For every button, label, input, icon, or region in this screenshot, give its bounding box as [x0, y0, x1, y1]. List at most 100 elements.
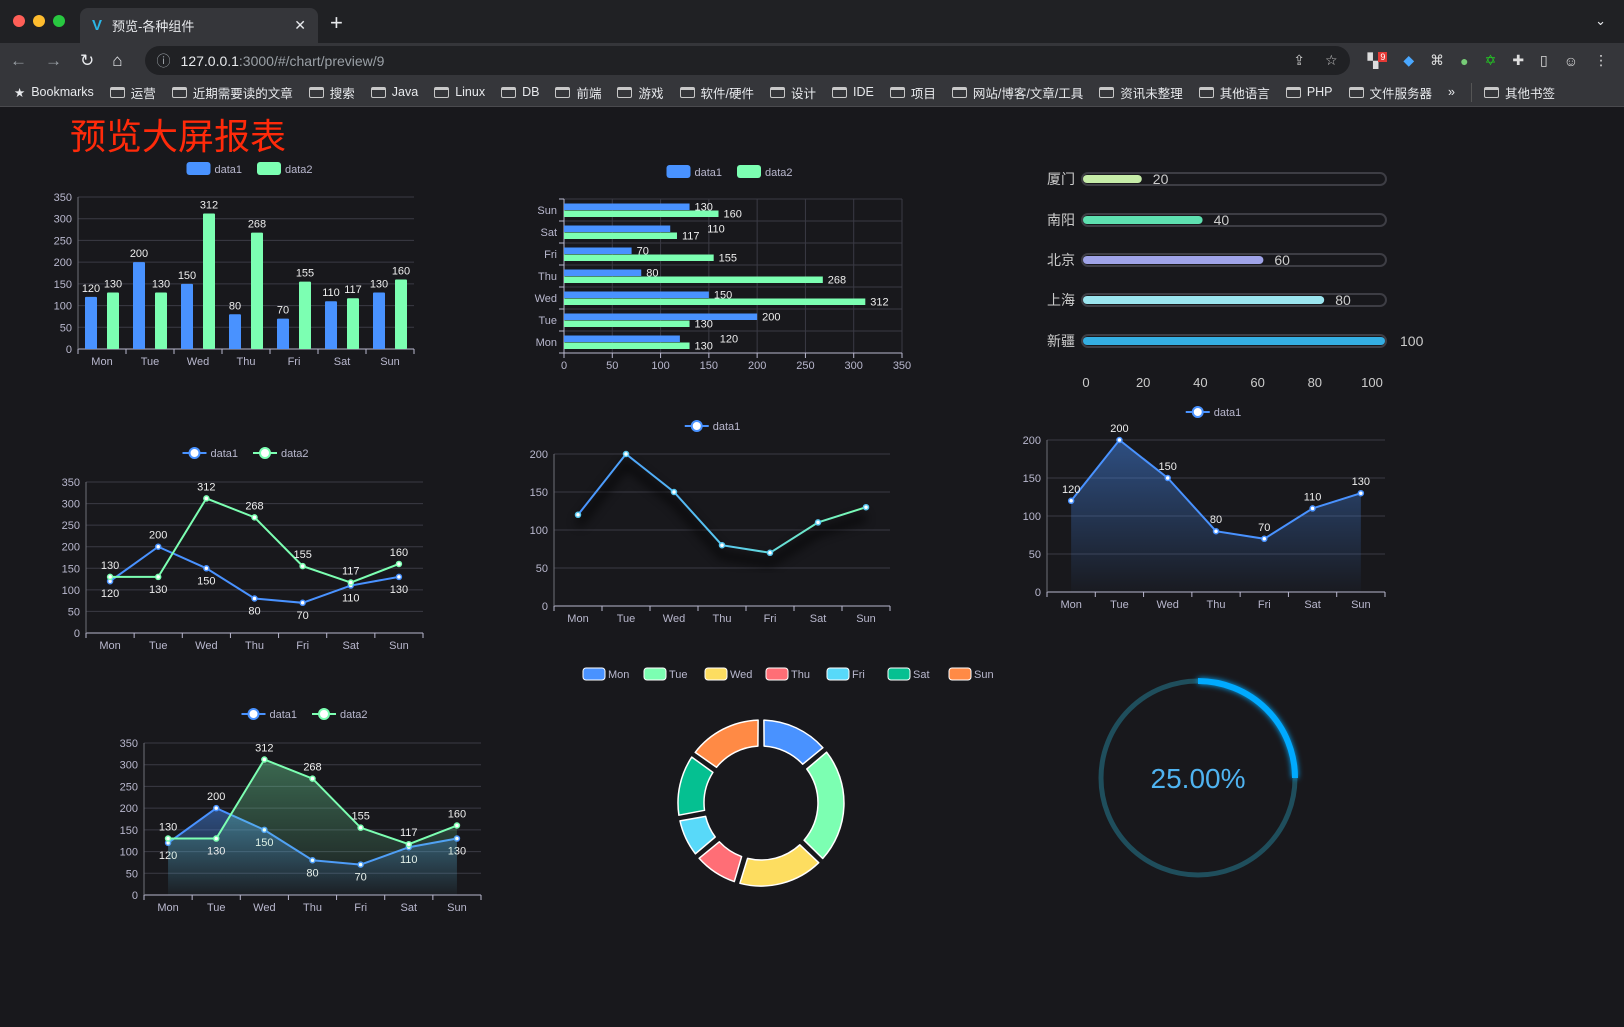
- y-tick-label: Wed: [535, 293, 557, 305]
- bookmarks-bar: ★ Bookmarks 运营 近期需要读的文章 搜索 Java Linux DB …: [0, 78, 1624, 107]
- data-point: [347, 579, 355, 586]
- bar-data2: [251, 232, 263, 349]
- bookmark-folder[interactable]: 游戏: [617, 83, 664, 102]
- star-extension-icon[interactable]: ✡: [1484, 52, 1497, 68]
- y-tick-label: 100: [62, 585, 80, 597]
- new-tab-button[interactable]: +: [330, 10, 343, 35]
- x-tick-label: Mon: [91, 356, 112, 368]
- bookmark-folder[interactable]: PHP: [1285, 85, 1333, 99]
- data-point: [1116, 436, 1123, 444]
- folder-icon: [1099, 86, 1115, 98]
- donut-slice-Fri: [679, 815, 716, 855]
- home-icon[interactable]: ⌂: [112, 50, 123, 70]
- data-point: [299, 562, 306, 570]
- x-tick-label: Fri: [764, 613, 777, 625]
- x-tick-label: Tue: [207, 902, 226, 914]
- x-tick-label: Fri: [288, 356, 301, 368]
- folder-icon: [679, 86, 695, 98]
- donut-slice-Wed: [739, 844, 820, 887]
- bookmark-folder[interactable]: 文件服务器: [1348, 83, 1432, 102]
- close-window-button[interactable]: [13, 15, 25, 27]
- data-point: [299, 599, 306, 607]
- bookmark-folder[interactable]: Linux: [434, 85, 485, 99]
- bookmark-folder[interactable]: 设计: [769, 83, 816, 102]
- bar-value-label: 130: [104, 279, 122, 291]
- bar-value-label: 160: [392, 266, 410, 278]
- legend-swatch: [582, 667, 606, 681]
- puzzle-icon[interactable]: ✚: [1512, 52, 1525, 68]
- point-value-label: 200: [149, 530, 167, 542]
- bar-data2: [564, 320, 690, 327]
- y-tick-label: 50: [60, 322, 72, 334]
- bookmark-folder[interactable]: 搜索: [308, 83, 355, 102]
- share-icon[interactable]: ⇪: [1293, 52, 1305, 68]
- bar-value-label: 150: [178, 270, 196, 282]
- x-tick-label: Thu: [713, 613, 732, 625]
- bookmark-folder[interactable]: Java: [370, 85, 418, 99]
- address-bar[interactable]: ⓘ 127.0.0.1 :3000/#/chart/preview/9 ⇪ ☆: [144, 46, 1350, 75]
- bookmark-folder[interactable]: 运营: [109, 83, 156, 102]
- bookmark-star-icon[interactable]: ☆: [1324, 52, 1338, 68]
- bookmark-label: 近期需要读的文章: [192, 86, 293, 101]
- tab-search-chevron-icon[interactable]: ⌄: [1595, 13, 1606, 28]
- extension-icon[interactable]: ▚ 9: [1367, 51, 1388, 69]
- side-panel-icon[interactable]: ▯: [1540, 52, 1548, 68]
- toolbar: ← → ↻ ⌂ ⓘ 127.0.0.1 :3000/#/chart/previe…: [0, 43, 1624, 78]
- close-tab-icon[interactable]: ✕: [294, 17, 306, 33]
- forward-icon[interactable]: →: [45, 50, 62, 70]
- y-tick-label: Sun: [537, 205, 557, 217]
- bookmark-label: 运营: [130, 86, 156, 101]
- minimize-window-button[interactable]: [33, 15, 45, 27]
- line-shadow: [574, 458, 868, 567]
- bookmark-folder[interactable]: 资讯未整理: [1099, 83, 1183, 102]
- y-tick-label: 250: [54, 235, 72, 247]
- legend-marker-icon: [690, 420, 703, 432]
- data-point: [1309, 505, 1316, 512]
- point-value-label: 312: [197, 481, 215, 493]
- bookmark-folder[interactable]: IDE: [832, 85, 874, 99]
- bookmarks-button[interactable]: ★ Bookmarks: [14, 85, 94, 100]
- bookmark-folder[interactable]: 前端: [555, 83, 601, 102]
- bookmark-label: 游戏: [638, 86, 664, 101]
- bookmark-folder[interactable]: 软件/硬件: [679, 83, 754, 102]
- folder-icon: [1483, 86, 1499, 98]
- maximize-window-button[interactable]: [53, 15, 65, 27]
- bookmark-folder[interactable]: 其他语言: [1198, 83, 1270, 102]
- x-tick-label: Sat: [810, 613, 827, 625]
- folder-icon: [171, 86, 187, 98]
- bookmark-label: 其他语言: [1219, 86, 1270, 101]
- bookmark-folder[interactable]: 网站/博客/文章/工具: [951, 83, 1083, 102]
- reload-icon[interactable]: ↻: [80, 50, 95, 70]
- browser-tab[interactable]: V 预览-各种组件 ✕: [80, 8, 318, 43]
- circle-extension-icon[interactable]: ●: [1460, 52, 1469, 69]
- avatar[interactable]: ☺: [1563, 52, 1579, 69]
- back-icon[interactable]: ←: [10, 50, 27, 70]
- x-tick-label: Wed: [195, 640, 217, 652]
- bar-value-label: 80: [229, 300, 241, 312]
- data-point: [203, 495, 210, 502]
- bookmark-folder[interactable]: DB: [501, 85, 539, 99]
- y-tick-label: Tue: [538, 315, 557, 327]
- diamond-extension-icon[interactable]: ◆: [1403, 52, 1415, 68]
- bookmarks-overflow-button[interactable]: »: [1448, 85, 1455, 99]
- folder-icon: [1285, 86, 1301, 98]
- bar-value-label: 200: [762, 312, 780, 324]
- menu-kebab-icon[interactable]: ⋮: [1594, 52, 1609, 68]
- donut-slice-Mon: [763, 719, 824, 765]
- bookmark-folder[interactable]: 项目: [889, 83, 936, 102]
- x-tick-label: Sun: [1351, 599, 1371, 611]
- x-tick-label: Sun: [389, 640, 409, 652]
- bookmark-folder[interactable]: 近期需要读的文章: [171, 83, 293, 102]
- legend-marker-icon: [1191, 406, 1204, 418]
- data-point: [261, 756, 268, 763]
- site-info-icon[interactable]: ⓘ: [156, 52, 171, 69]
- legend-label: Sat: [913, 669, 930, 681]
- other-bookmarks-folder[interactable]: 其他书签: [1470, 82, 1555, 102]
- cmd-extension-icon[interactable]: ⌘: [1430, 52, 1445, 68]
- y-tick-label: 200: [120, 803, 138, 815]
- bookmark-label: 软件/硬件: [700, 86, 754, 101]
- bookmark-label: PHP: [1306, 85, 1333, 99]
- data-point: [395, 573, 403, 581]
- legend-label: data2: [765, 167, 793, 179]
- point-value-label: 268: [303, 762, 321, 774]
